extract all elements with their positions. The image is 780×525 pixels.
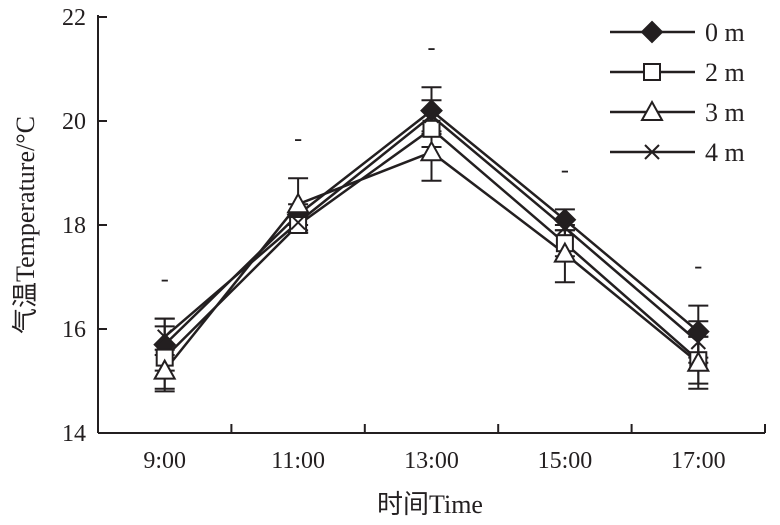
legend-label: 3 m — [705, 98, 745, 127]
marker-triangle — [286, 192, 310, 214]
y-tick-label: 20 — [62, 109, 86, 135]
marker-cross — [423, 108, 440, 124]
significance-label: - — [294, 126, 302, 152]
y-tick-label: 16 — [62, 317, 86, 343]
y-tick-label: 18 — [62, 213, 86, 239]
x-tick-label: 17:00 — [671, 448, 726, 474]
x-tick-label: 9:00 — [143, 448, 186, 474]
significance-label: - — [561, 157, 569, 183]
marker-cross — [156, 329, 173, 345]
legend-label: 0 m — [705, 18, 745, 47]
marker-triangle — [419, 140, 444, 162]
annotations: - - - - - — [161, 35, 703, 292]
x-tick-label: 15:00 — [538, 448, 593, 474]
marker-square — [643, 63, 661, 81]
marker-cross — [690, 334, 707, 350]
marker-triangle — [640, 99, 664, 121]
x-tick-label: 13:00 — [404, 448, 459, 474]
y-axis-title: 气温Temperature/°C — [11, 116, 40, 334]
axes — [97, 15, 765, 434]
significance-label: - — [428, 35, 436, 61]
x-axis-title: 时间Time — [377, 490, 483, 519]
legend-label: 2 m — [705, 58, 745, 87]
series-markers — [153, 99, 710, 380]
legend-label: 4 m — [705, 138, 745, 167]
marker-triangle — [686, 350, 710, 372]
legend: 0 m 2 m 3 m 4 m — [610, 18, 745, 167]
x-ticks: 9:00 11:00 13:00 15:00 17:00 — [143, 424, 766, 474]
marker-square — [422, 119, 441, 138]
marker-diamond — [553, 208, 577, 232]
marker-triangle — [553, 241, 577, 263]
significance-label: - — [161, 267, 169, 293]
marker-cross — [557, 219, 573, 236]
significance-label: - — [694, 254, 702, 280]
marker-cross — [644, 144, 660, 160]
y-tick-label: 14 — [62, 421, 86, 447]
y-tick-label: 22 — [62, 5, 86, 31]
x-tick-label: 11:00 — [271, 448, 325, 474]
marker-square — [289, 216, 308, 234]
marker-diamond — [640, 20, 664, 44]
series-line — [163, 150, 700, 372]
marker-cross — [290, 214, 306, 231]
y-ticks: 14 16 18 20 22 — [62, 5, 107, 447]
marker-triangle — [153, 358, 177, 380]
